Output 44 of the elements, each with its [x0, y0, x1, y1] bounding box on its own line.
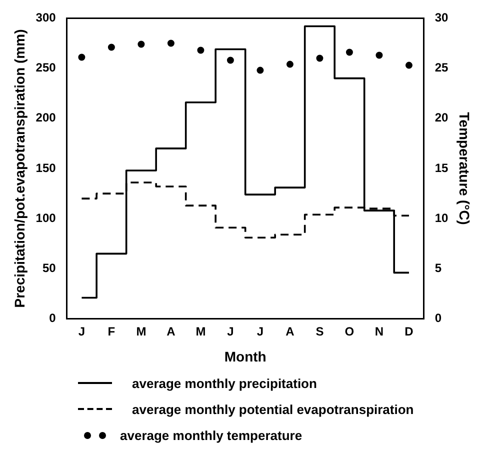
y2-tick-label: 30: [434, 10, 449, 25]
x-tick-label: A: [166, 324, 176, 338]
y2-tick-label: 5: [434, 261, 442, 276]
point: [376, 52, 383, 59]
x-tick-label: A: [286, 324, 295, 338]
point: [167, 40, 174, 47]
y-tick-label: 200: [36, 110, 56, 125]
point: [405, 62, 412, 69]
y2-tick-label: 20: [434, 110, 449, 125]
y-tick-label: 150: [36, 160, 56, 175]
x-tick-label: O: [344, 324, 354, 338]
y-tick-label: 0: [49, 311, 56, 326]
y-tick-label: 300: [36, 10, 56, 25]
x-axis-title: Month: [224, 348, 266, 364]
x-tick-label: J: [78, 324, 86, 338]
y2-tick-label: 10: [434, 210, 449, 225]
y2-tick-label: 0: [434, 311, 442, 326]
y2-tick-label: 25: [434, 60, 449, 75]
legend-label: average monthly temperature: [120, 428, 302, 442]
point: [138, 40, 145, 48]
x-tick-label: S: [316, 324, 324, 338]
point: [316, 54, 324, 62]
y2-axis-title: Temperature (°C): [456, 112, 473, 225]
y2-tick-label: 15: [434, 160, 449, 175]
point: [346, 48, 353, 56]
y-tick-label: 100: [36, 210, 56, 225]
x-tick-label: M: [196, 324, 206, 338]
point: [286, 60, 294, 68]
y-tick-label: 50: [42, 261, 56, 276]
point: [256, 66, 264, 74]
legend-label: average monthly potential evapotranspiration: [132, 402, 414, 416]
y-tick-label: 250: [36, 60, 56, 75]
x-tick-label: J: [227, 324, 234, 338]
point: [78, 54, 86, 61]
x-tick-label: N: [374, 324, 384, 338]
x-tick-label: J: [256, 324, 264, 338]
x-tick-label: M: [136, 324, 146, 338]
legend-label: average monthly precipitation: [132, 376, 317, 390]
point: [226, 56, 234, 64]
point: [108, 44, 115, 51]
y-axis-title: Precipitation/pot.evapotranspiration (mm): [11, 29, 28, 308]
x-tick-label: F: [108, 324, 116, 338]
point: [197, 46, 204, 54]
x-tick-label: D: [404, 324, 414, 338]
